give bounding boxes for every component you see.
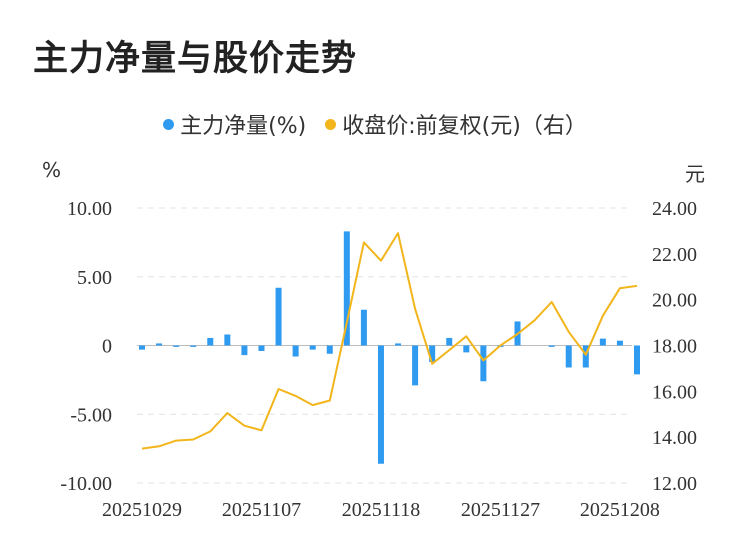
- legend-dot-net-flow-icon: [163, 118, 175, 130]
- bar: [360, 309, 367, 346]
- bar: [377, 345, 384, 464]
- bar: [207, 337, 214, 346]
- bar: [395, 343, 402, 346]
- chart-title: 主力净量与股价走势: [33, 39, 358, 79]
- legend-item-net-flow[interactable]: 主力净量(%): [163, 108, 306, 140]
- left-axis-unit: %: [42, 158, 62, 182]
- y-right-tick-label: 20.00: [652, 290, 697, 312]
- y-right-tick-label: 18.00: [652, 336, 697, 358]
- legend-dot-close-price-icon: [325, 118, 337, 130]
- bar: [548, 345, 555, 347]
- y-left-tick-label: -5.00: [70, 404, 112, 426]
- y-left-tick-label: 0: [102, 336, 112, 358]
- y-left-tick-label: -10.00: [60, 473, 112, 495]
- bar: [190, 345, 197, 347]
- bar: [241, 345, 248, 356]
- legend: 主力净量(%) 收盘价:前复权(元)（右）: [0, 108, 750, 140]
- y-left-tick-label: 10.00: [67, 198, 112, 220]
- bar: [446, 337, 453, 346]
- bar: [139, 345, 145, 350]
- bar: [224, 334, 231, 346]
- bar: [634, 345, 640, 375]
- bar: [412, 345, 419, 386]
- right-axis-unit: 元: [685, 162, 705, 186]
- bar: [565, 345, 572, 368]
- bar: [616, 340, 623, 346]
- bar: [343, 231, 350, 346]
- x-tick-label: 20251107: [222, 499, 301, 521]
- legend-label-net-flow: 主力净量(%): [180, 114, 307, 139]
- x-tick-label: 20251208: [580, 499, 660, 521]
- bar: [292, 345, 299, 357]
- bar: [480, 345, 487, 382]
- bar: [275, 287, 282, 346]
- x-tick-label: 20251029: [102, 499, 182, 521]
- legend-label-close-price: 收盘价:前复权(元)（右）: [342, 114, 587, 139]
- y-right-tick-label: 16.00: [652, 381, 697, 403]
- y-left-tick-label: 5.00: [77, 267, 112, 289]
- bar: [582, 345, 589, 368]
- bar: [463, 345, 470, 353]
- close-price-line: [141, 232, 638, 450]
- x-tick-label: 20251118: [342, 499, 421, 521]
- bar: [429, 345, 436, 362]
- y-right-tick-label: 14.00: [652, 427, 697, 449]
- bar: [173, 345, 180, 347]
- bar: [309, 345, 316, 350]
- x-tick-label: 20251127: [461, 499, 540, 521]
- y-right-tick-label: 24.00: [652, 198, 697, 220]
- y-right-tick-label: 22.00: [652, 244, 697, 266]
- bar: [156, 343, 163, 346]
- legend-item-close-price[interactable]: 收盘价:前复权(元)（右）: [325, 108, 587, 140]
- bar: [326, 345, 333, 354]
- y-right-tick-label: 12.00: [652, 473, 697, 495]
- bar: [258, 345, 265, 351]
- bar: [599, 338, 606, 346]
